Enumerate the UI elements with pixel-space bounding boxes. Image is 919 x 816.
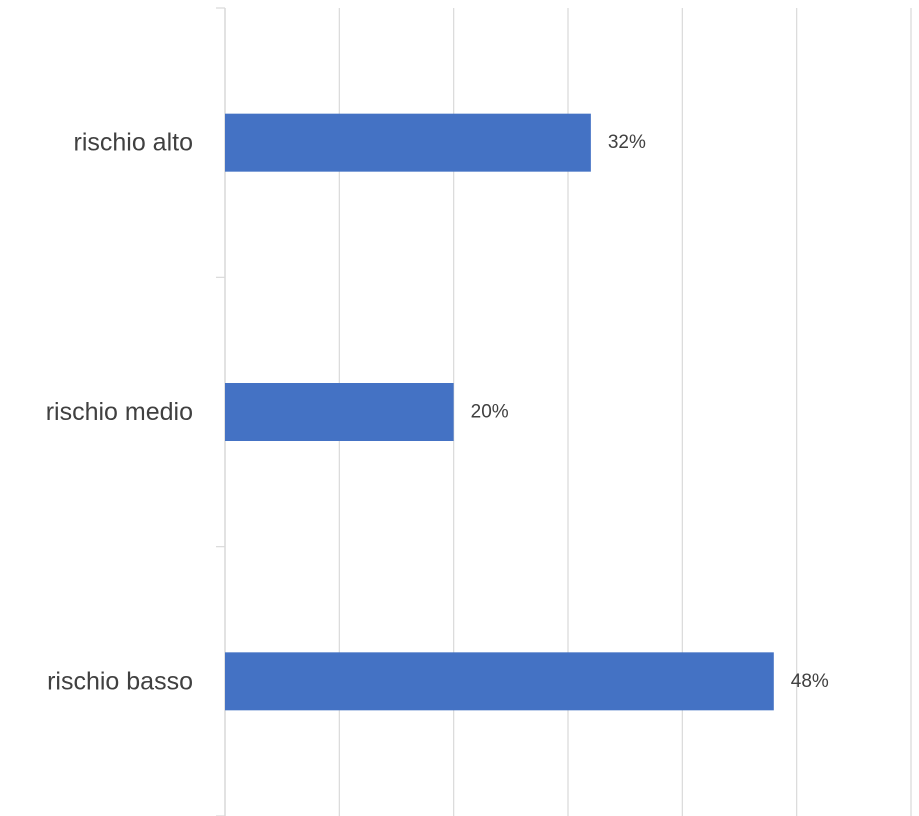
category-label-1: rischio medio: [46, 398, 193, 426]
data-label-0: 32%: [608, 132, 646, 153]
data-label-2: 48%: [791, 671, 829, 692]
data-label-1: 20%: [471, 402, 509, 423]
bar-2: [225, 652, 774, 711]
category-labels: rischio alto rischio medio rischio basso: [46, 129, 193, 696]
data-labels: 32% 20% 48%: [471, 132, 829, 692]
category-label-2: rischio basso: [47, 667, 193, 695]
category-label-0: rischio alto: [74, 129, 194, 157]
bar-1: [225, 383, 454, 441]
bars: [225, 113, 774, 711]
bar-0: [225, 113, 591, 172]
category-ticks: [216, 7, 225, 816]
